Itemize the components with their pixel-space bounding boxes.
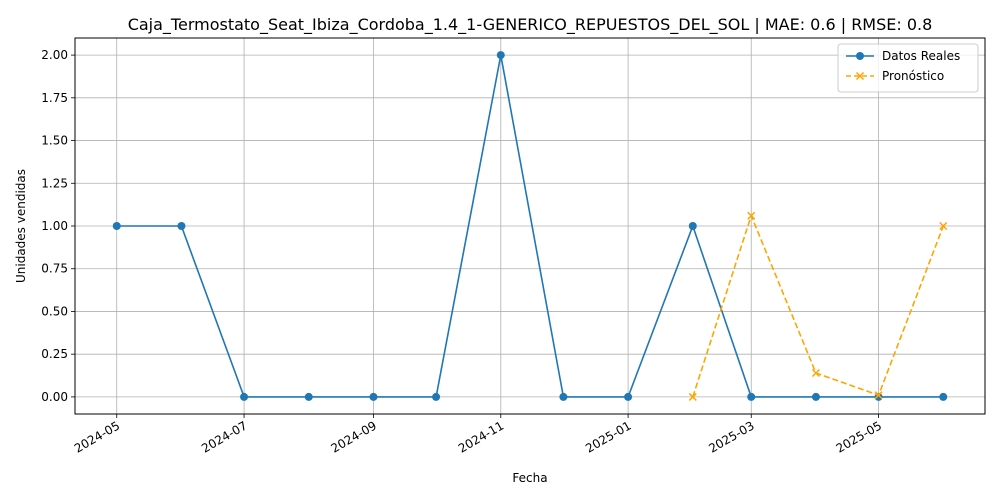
chart-title: Caja_Termostato_Seat_Ibiza_Cordoba_1.4_1… [128,15,933,35]
data-point-datos-reales [496,51,505,60]
data-point-datos-reales [177,222,186,230]
x-tick-label: 2025-05 [834,418,884,455]
y-axis-label: Unidades vendidas [14,169,28,283]
y-axis: 0.00 0.25 0.50 0.75 1.00 1.25 1.50 1.75 2.00 [41,48,75,404]
x-axis-label: Fecha [512,471,547,485]
data-point-datos-reales [811,392,820,401]
data-point-datos-reales [747,392,756,401]
data-point-datos-reales [432,392,441,401]
x-tick-label: 2024-09 [329,418,379,455]
data-point-datos-reales [112,222,121,230]
series-line-datos-reales [116,54,944,398]
grid [75,38,985,414]
series-layer [112,51,948,401]
data-point-pronostico [874,391,883,400]
data-point-datos-reales [559,392,568,401]
legend: Datos Reales Pronóstico [837,43,979,93]
data-point-datos-reales [304,392,313,401]
legend-marker-datos-reales [856,52,864,60]
series-line-pronostico [692,213,945,398]
data-point-pronostico [939,221,948,231]
data-point-pronostico [811,368,820,378]
x-tick-label: 2024-05 [72,418,122,455]
y-tick-label: 1.50 [41,134,68,148]
x-tick-label: 2025-01 [583,418,633,455]
y-tick-label: 1.00 [41,219,68,233]
y-tick-label: 0.00 [41,390,68,404]
x-tick-label: 2024-11 [456,418,506,455]
y-tick-label: 0.25 [41,347,68,361]
y-tick-label: 1.25 [41,176,68,190]
data-point-datos-reales [369,392,378,401]
data-point-datos-reales [688,222,697,230]
legend-marker-pronostico [855,71,865,81]
x-tick-label: 2025-03 [706,418,756,455]
y-tick-label: 0.75 [41,262,68,276]
x-axis: 2024-05 2024-07 2024-09 2024-11 2025-01 2025-… [72,414,884,456]
legend-label-pronostico: Pronóstico [882,69,944,83]
data-point-pronostico [688,392,697,401]
y-tick-label: 0.50 [41,304,68,318]
data-point-datos-reales [240,392,249,401]
x-tick-label: 2024-07 [199,418,249,455]
data-point-pronostico [747,211,756,220]
y-tick-label: 1.75 [41,91,68,105]
data-point-datos-reales [624,392,633,401]
legend-label-datos-reales: Datos Reales [882,49,960,63]
y-tick-label: 2.00 [41,48,68,62]
data-point-datos-reales [939,392,948,401]
